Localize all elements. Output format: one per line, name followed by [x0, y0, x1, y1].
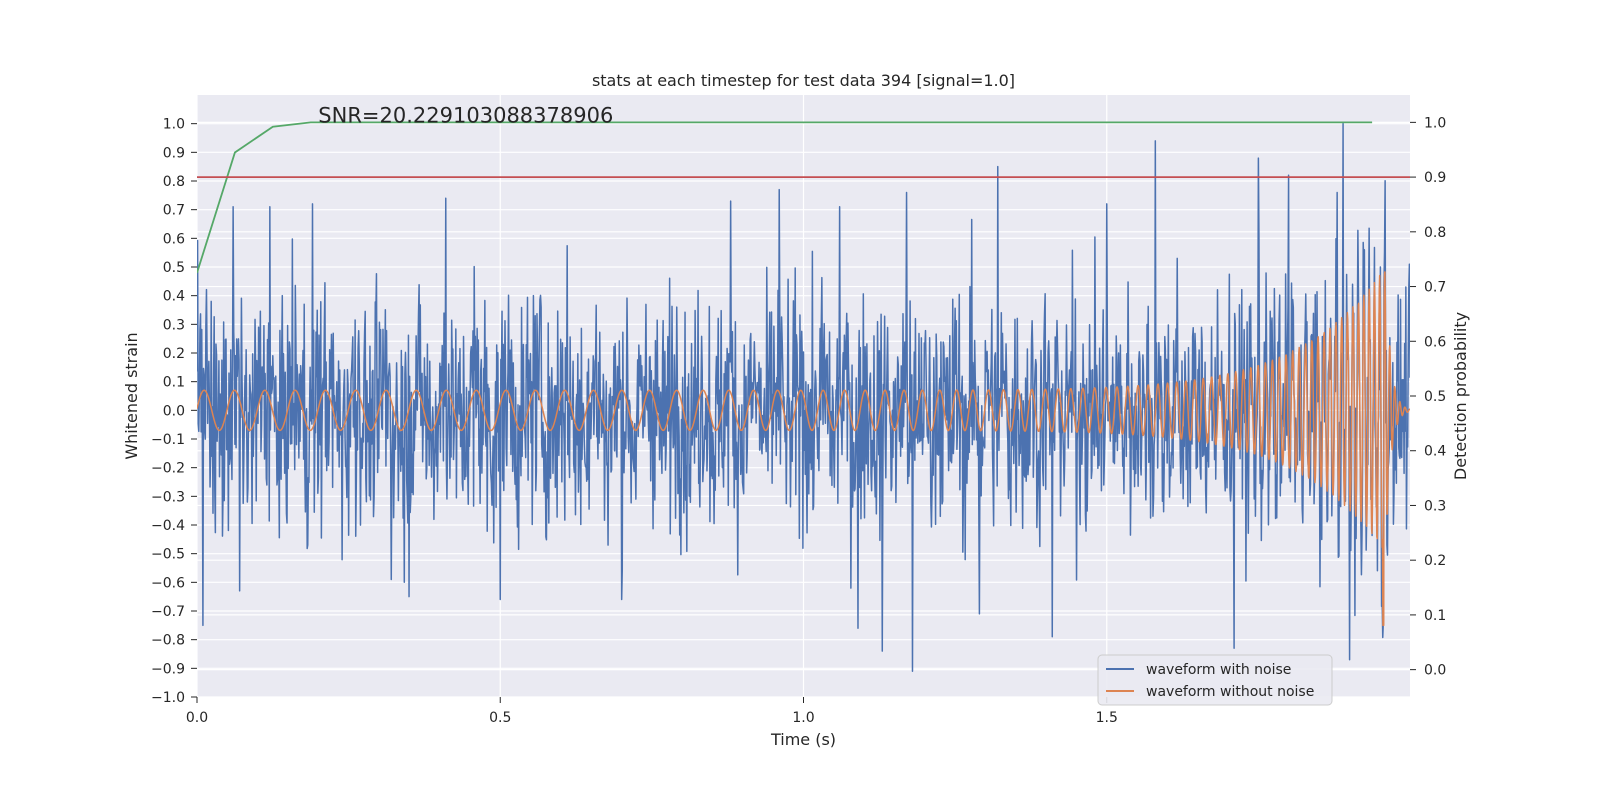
x-tick-label-2: 1.0 — [792, 710, 814, 726]
right-tick-label-7: 0.7 — [1424, 280, 1446, 296]
right-tick-label-4: 0.4 — [1424, 444, 1446, 460]
y-axis-label-left: Whitened strain — [122, 332, 141, 459]
x-axis-label: Time (s) — [770, 730, 836, 749]
series-layer — [197, 121, 1410, 672]
left-tick-label-19: 0.9 — [163, 145, 185, 161]
right-tick-label-2: 0.2 — [1424, 553, 1446, 569]
left-tick-label-9: −0.1 — [151, 432, 185, 448]
legend: waveform with noise waveform without noi… — [1097, 654, 1333, 706]
chart-title: stats at each timestep for test data 394… — [592, 71, 1015, 90]
left-tick-label-18: 0.8 — [163, 174, 185, 190]
legend-label-waveform-without-noise: waveform without noise — [1146, 684, 1314, 700]
right-axis-ticks: 0.0 0.1 0.2 0.3 0.4 0.5 0.6 0.7 0.8 0.9 1.0 — [1410, 115, 1446, 679]
x-axis-ticks: 0.0 0.5 1.0 1.5 — [186, 697, 1118, 726]
right-tick-label-6: 0.6 — [1424, 334, 1446, 350]
left-tick-label-2: −0.8 — [151, 633, 185, 649]
left-tick-label-20: 1.0 — [163, 117, 185, 133]
right-tick-label-3: 0.3 — [1424, 498, 1446, 514]
left-tick-label-4: −0.6 — [151, 575, 185, 591]
x-tick-label-0: 0.0 — [186, 710, 208, 726]
right-tick-label-5: 0.5 — [1424, 389, 1446, 405]
left-tick-label-1: −0.9 — [151, 661, 185, 677]
series-waveform-without-noise — [197, 271, 1410, 627]
left-tick-label-8: −0.2 — [151, 461, 185, 477]
right-tick-label-8: 0.8 — [1424, 225, 1446, 241]
y-axis-label-right: Detection probability — [1451, 312, 1470, 480]
right-tick-label-10: 1.0 — [1424, 115, 1446, 131]
x-tick-label-3: 1.5 — [1096, 710, 1118, 726]
snr-annotation: SNR=20.229103088378906 — [318, 104, 613, 128]
legend-box — [1097, 654, 1333, 706]
x-tick-label-1: 0.5 — [489, 710, 511, 726]
left-tick-label-13: 0.3 — [163, 317, 185, 333]
left-tick-label-3: −0.7 — [151, 604, 185, 620]
right-tick-label-0: 0.0 — [1424, 663, 1446, 679]
left-tick-label-14: 0.4 — [163, 289, 185, 305]
legend-label-waveform-with-noise: waveform with noise — [1146, 662, 1291, 678]
left-tick-label-5: −0.5 — [151, 547, 185, 563]
left-tick-label-17: 0.7 — [163, 203, 185, 219]
left-tick-label-0: −1.0 — [151, 690, 185, 706]
left-tick-label-15: 0.5 — [163, 260, 185, 276]
left-tick-label-16: 0.6 — [163, 231, 185, 247]
left-tick-label-7: −0.3 — [151, 489, 185, 505]
left-tick-label-11: 0.1 — [163, 375, 185, 391]
right-tick-label-1: 0.1 — [1424, 608, 1446, 624]
left-tick-label-6: −0.4 — [151, 518, 185, 534]
right-tick-label-9: 0.9 — [1424, 170, 1446, 186]
left-tick-label-12: 0.2 — [163, 346, 185, 362]
left-axis-ticks: −1.0 −0.9 −0.8 −0.7 −0.6 −0.5 −0.4 −0.3 −0.2 −0.1… — [151, 117, 197, 706]
left-tick-label-10: 0.0 — [163, 403, 185, 419]
